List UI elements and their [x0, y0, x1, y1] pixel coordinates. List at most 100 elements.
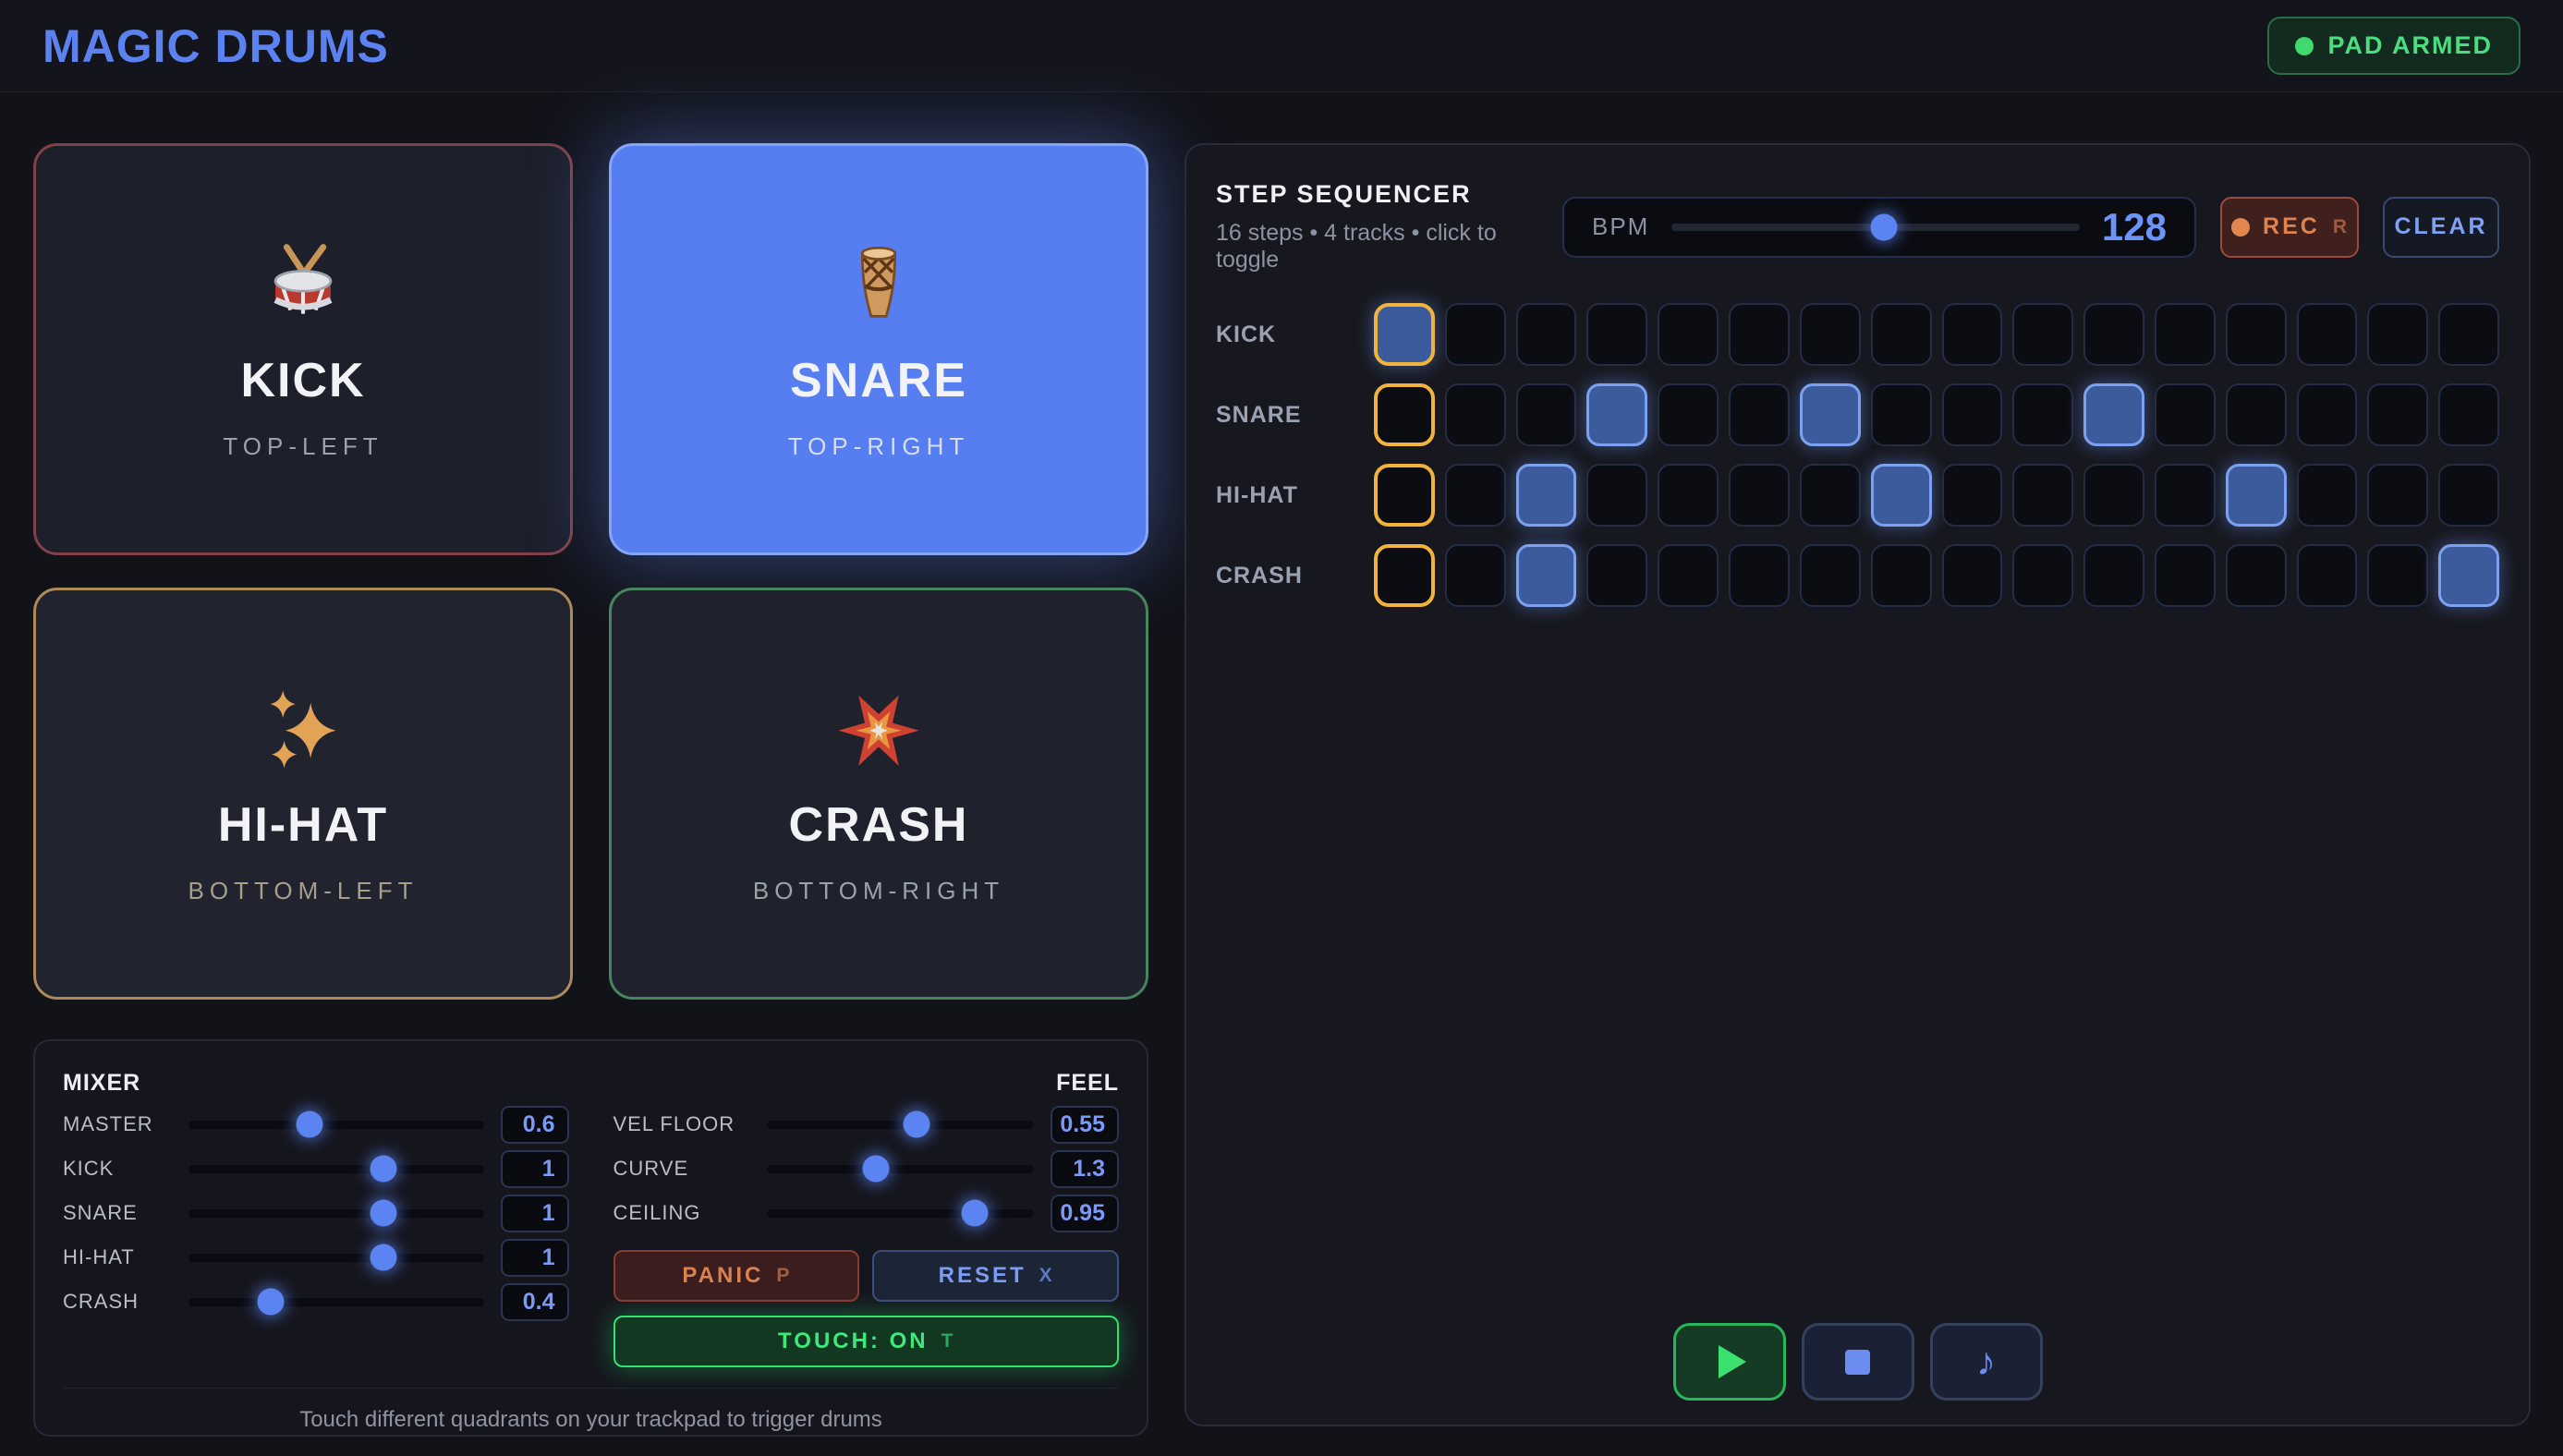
step-hi-hat-14[interactable]	[2296, 464, 2358, 527]
step-crash-8[interactable]	[1870, 544, 1932, 607]
step-kick-16[interactable]	[2438, 303, 2499, 366]
armed-status-label: PAD ARMED	[2327, 31, 2493, 59]
step-snare-2[interactable]	[1444, 383, 1506, 446]
step-kick-2[interactable]	[1444, 303, 1506, 366]
step-crash-15[interactable]	[2367, 544, 2429, 607]
step-snare-15[interactable]	[2367, 383, 2429, 446]
stop-button[interactable]	[1801, 1323, 1914, 1401]
step-kick-3[interactable]	[1515, 303, 1577, 366]
step-snare-4[interactable]	[1586, 383, 1648, 446]
step-snare-7[interactable]	[1799, 383, 1861, 446]
channel-slider[interactable]	[188, 1155, 484, 1183]
step-kick-15[interactable]	[2367, 303, 2429, 366]
step-crash-9[interactable]	[1941, 544, 2003, 607]
slider-thumb[interactable]	[862, 1155, 890, 1183]
panic-button[interactable]: PANIC P	[613, 1250, 860, 1302]
step-kick-6[interactable]	[1729, 303, 1790, 366]
step-crash-11[interactable]	[2083, 544, 2144, 607]
step-kick-12[interactable]	[2154, 303, 2216, 366]
step-crash-14[interactable]	[2296, 544, 2358, 607]
feel-param-slider[interactable]	[766, 1199, 1034, 1227]
step-crash-1[interactable]	[1374, 544, 1435, 607]
slider-thumb[interactable]	[257, 1288, 285, 1316]
step-snare-8[interactable]	[1870, 383, 1932, 446]
record-button[interactable]: REC R	[2220, 196, 2359, 258]
step-snare-11[interactable]	[2083, 383, 2144, 446]
drum-pad-hihat[interactable]: HI-HAT BOTTOM-LEFT	[33, 588, 573, 1000]
play-button[interactable]	[1672, 1323, 1786, 1401]
step-snare-3[interactable]	[1515, 383, 1577, 446]
step-kick-8[interactable]	[1870, 303, 1932, 366]
step-kick-7[interactable]	[1799, 303, 1861, 366]
bpm-label: BPM	[1592, 212, 1650, 240]
step-crash-12[interactable]	[2154, 544, 2216, 607]
slider-thumb[interactable]	[370, 1155, 397, 1183]
step-crash-16[interactable]	[2438, 544, 2499, 607]
step-snare-16[interactable]	[2438, 383, 2499, 446]
slider-thumb[interactable]	[370, 1199, 397, 1227]
bpm-slider[interactable]	[1671, 213, 2080, 240]
step-kick-13[interactable]	[2225, 303, 2287, 366]
step-hi-hat-7[interactable]	[1799, 464, 1861, 527]
step-snare-10[interactable]	[2012, 383, 2074, 446]
step-hi-hat-16[interactable]	[2438, 464, 2499, 527]
step-hi-hat-12[interactable]	[2154, 464, 2216, 527]
bpm-slider-thumb[interactable]	[1870, 213, 1898, 240]
reset-button[interactable]: RESET X	[872, 1250, 1119, 1302]
step-kick-1[interactable]	[1374, 303, 1435, 366]
step-hi-hat-11[interactable]	[2083, 464, 2144, 527]
step-crash-5[interactable]	[1658, 544, 1719, 607]
step-snare-9[interactable]	[1941, 383, 2003, 446]
step-kick-4[interactable]	[1586, 303, 1648, 366]
drum-pad-kick[interactable]: KICK TOP-LEFT	[33, 143, 573, 555]
step-kick-11[interactable]	[2083, 303, 2144, 366]
step-crash-6[interactable]	[1729, 544, 1790, 607]
step-hi-hat-5[interactable]	[1658, 464, 1719, 527]
trackpad-hint: Touch different quadrants on your trackp…	[63, 1388, 1119, 1433]
step-crash-13[interactable]	[2225, 544, 2287, 607]
step-hi-hat-13[interactable]	[2225, 464, 2287, 527]
channel-slider[interactable]	[188, 1288, 484, 1316]
step-crash-3[interactable]	[1515, 544, 1577, 607]
slider-thumb[interactable]	[961, 1199, 989, 1227]
feel-param-slider[interactable]	[766, 1110, 1034, 1138]
step-kick-14[interactable]	[2296, 303, 2358, 366]
step-kick-10[interactable]	[2012, 303, 2074, 366]
step-crash-2[interactable]	[1444, 544, 1506, 607]
feel-param-slider[interactable]	[766, 1155, 1034, 1183]
step-hi-hat-15[interactable]	[2367, 464, 2429, 527]
step-hi-hat-1[interactable]	[1374, 464, 1435, 527]
step-snare-5[interactable]	[1658, 383, 1719, 446]
step-hi-hat-2[interactable]	[1444, 464, 1506, 527]
slider-thumb[interactable]	[296, 1110, 323, 1138]
step-snare-1[interactable]	[1374, 383, 1435, 446]
step-hi-hat-10[interactable]	[2012, 464, 2074, 527]
drum-pads-grid: KICK TOP-LEFT SNARE TOP-RIGHT HI-HAT BOTTOM…	[33, 143, 1148, 1000]
step-hi-hat-9[interactable]	[1941, 464, 2003, 527]
channel-slider[interactable]	[188, 1110, 484, 1138]
clear-button[interactable]: CLEAR	[2383, 196, 2499, 258]
step-snare-12[interactable]	[2154, 383, 2216, 446]
step-hi-hat-3[interactable]	[1515, 464, 1577, 527]
step-crash-4[interactable]	[1586, 544, 1648, 607]
drum-pad-snare[interactable]: SNARE TOP-RIGHT	[609, 143, 1148, 555]
slider-thumb[interactable]	[903, 1110, 930, 1138]
step-hi-hat-8[interactable]	[1870, 464, 1932, 527]
touch-toggle-button[interactable]: TOUCH: ON T	[613, 1316, 1119, 1367]
step-snare-14[interactable]	[2296, 383, 2358, 446]
step-hi-hat-6[interactable]	[1729, 464, 1790, 527]
step-snare-6[interactable]	[1729, 383, 1790, 446]
drum-pad-crash[interactable]: CRASH BOTTOM-RIGHT	[609, 588, 1148, 1000]
panic-label: PANIC	[682, 1263, 764, 1288]
channel-row-kick: KICK 1	[63, 1147, 569, 1191]
metronome-button[interactable]: ♪	[1929, 1323, 2043, 1401]
step-crash-7[interactable]	[1799, 544, 1861, 607]
channel-slider[interactable]	[188, 1244, 484, 1271]
step-snare-13[interactable]	[2225, 383, 2287, 446]
step-kick-9[interactable]	[1941, 303, 2003, 366]
channel-slider[interactable]	[188, 1199, 484, 1227]
step-hi-hat-4[interactable]	[1586, 464, 1648, 527]
step-crash-10[interactable]	[2012, 544, 2074, 607]
slider-thumb[interactable]	[370, 1244, 397, 1271]
step-kick-5[interactable]	[1658, 303, 1719, 366]
